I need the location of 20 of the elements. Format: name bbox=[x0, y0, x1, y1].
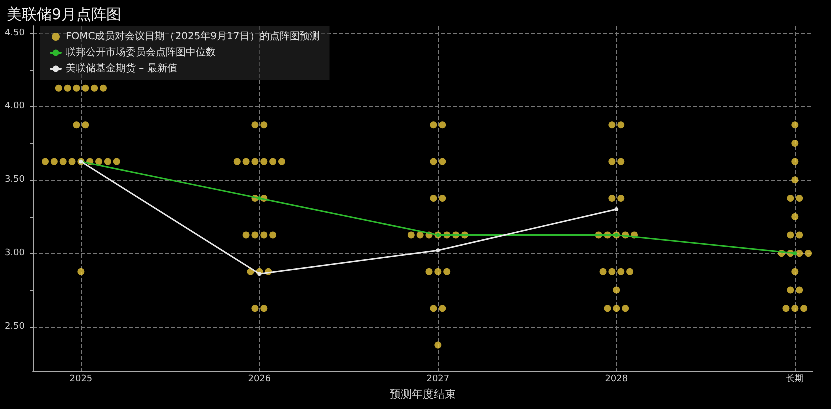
x-tick-label: 2028 bbox=[605, 374, 628, 384]
y-tick-label: 3.50 bbox=[4, 175, 26, 186]
y-tick-label: 4.50 bbox=[4, 28, 26, 38]
legend-label: 美联储基金期货 – 最新值 bbox=[66, 62, 178, 74]
y-tick-label: 3.00 bbox=[4, 248, 26, 259]
y-tick-label: 4.00 bbox=[4, 102, 26, 112]
x-tick-label: 2027 bbox=[426, 374, 450, 384]
legend-label: FOMC成员对会议日期（2025年9月17日）的点阵图预测 bbox=[66, 30, 320, 42]
y-tick-label: 2.50 bbox=[4, 322, 26, 332]
x-tick-label: 2025 bbox=[70, 374, 93, 384]
point bbox=[793, 252, 798, 256]
point bbox=[614, 208, 619, 212]
point bbox=[258, 272, 262, 276]
x-axis-title: 预测年度结束 bbox=[390, 388, 456, 401]
legend-label: 联邦公开市场委员会点阵图中位数 bbox=[66, 46, 216, 58]
point bbox=[258, 196, 262, 200]
x-tick-label: 长期 bbox=[786, 374, 804, 384]
x-tick-label: 2026 bbox=[248, 374, 272, 384]
point bbox=[436, 248, 440, 253]
chart-title: 美联储9月点阵图 bbox=[7, 6, 122, 24]
